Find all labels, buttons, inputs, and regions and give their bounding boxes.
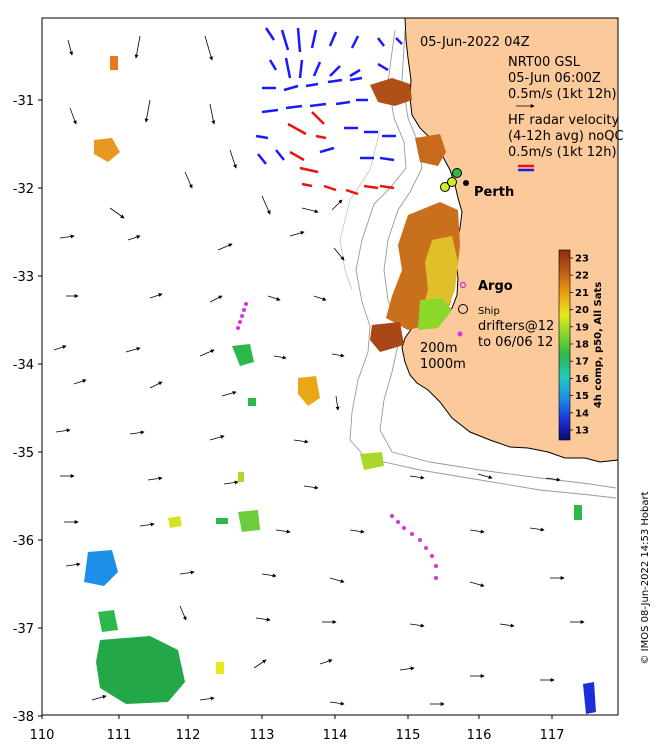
drifters-label-2: to 06/06 12 xyxy=(478,335,553,350)
colorbar-tick-label: 14 xyxy=(575,408,589,419)
y-tick-label: -31 xyxy=(13,94,34,109)
radar-stations xyxy=(440,168,469,192)
x-tick-label: 117 xyxy=(540,728,565,743)
place-perth: Perth xyxy=(474,185,514,200)
colorbar-tick-label: 16 xyxy=(575,374,589,385)
hf-radar-red-vectors xyxy=(287,111,395,196)
colorbar-tick-label: 19 xyxy=(575,322,589,333)
x-tick-label: 114 xyxy=(323,728,348,743)
y-tick-label: -38 xyxy=(13,710,34,725)
colorbar-tick-label: 22 xyxy=(575,271,589,282)
colorbar-tick-label: 21 xyxy=(575,288,589,299)
colorbar xyxy=(558,249,571,441)
y-tick-label: -34 xyxy=(13,358,34,373)
argo-label: Argo xyxy=(478,279,513,294)
sst-patches xyxy=(84,56,596,714)
colorbar-tick-label: 13 xyxy=(575,426,589,437)
date-title: 05-Jun-2022 04Z xyxy=(420,35,530,50)
legend-model-time: 05-Jun 06:00Z xyxy=(508,71,601,86)
model-current-arrows xyxy=(53,35,585,706)
legend-radar-title: HF radar velocity xyxy=(508,113,620,128)
drifter-tracks xyxy=(236,302,463,580)
legend-model-name: NRT00 GSL xyxy=(508,55,581,70)
y-tick-label: -32 xyxy=(13,182,34,197)
y-tick-label: -37 xyxy=(13,622,34,637)
legend-radar-sub: (4-12h avg) noQC xyxy=(508,129,624,144)
ship-marker xyxy=(458,304,468,314)
hf-radar-blue-vectors xyxy=(255,27,403,165)
contour-shelf-edge xyxy=(339,129,381,291)
x-tick-label: 110 xyxy=(30,728,55,743)
contour-1000m-label: 1000m xyxy=(420,357,466,372)
ship-label: Ship xyxy=(478,306,500,317)
legend-model-scale: 0.5m/s (1kt 12h) xyxy=(508,87,617,102)
colorbar-tick-label: 18 xyxy=(575,340,589,351)
x-tick-label: 111 xyxy=(107,728,132,743)
x-tick-label: 112 xyxy=(176,728,201,743)
colorbar-label: 4h comp, p50, All Sats xyxy=(593,282,604,408)
y-tick-marks xyxy=(38,99,42,717)
colorbar-tick-label: 20 xyxy=(575,305,589,316)
argo-marker xyxy=(459,281,467,289)
y-tick-label: -33 xyxy=(13,270,34,285)
x-tick-label: 116 xyxy=(467,728,492,743)
y-tick-label: -36 xyxy=(13,534,34,549)
drifters-label-1: drifters@12 xyxy=(478,319,554,334)
y-tick-label: -35 xyxy=(13,446,34,461)
credit-text: © IMOS 08-Jun-2022 14:53 Hobart xyxy=(640,491,651,664)
contour-1000m xyxy=(349,29,617,499)
colorbar-tick-label: 15 xyxy=(575,391,589,402)
x-tick-marks xyxy=(41,715,553,719)
x-tick-label: 115 xyxy=(396,728,421,743)
colorbar-tick-label: 17 xyxy=(575,357,589,368)
legend-radar-scale: 0.5m/s (1kt 12h) xyxy=(508,145,617,160)
colorbar-ticks: 23 22 21 20 19 18 17 16 15 14 13 xyxy=(570,254,589,437)
colorbar-tick-label: 23 xyxy=(575,254,589,265)
x-tick-label: 113 xyxy=(250,728,275,743)
contour-200m-label: 200m xyxy=(420,341,457,356)
